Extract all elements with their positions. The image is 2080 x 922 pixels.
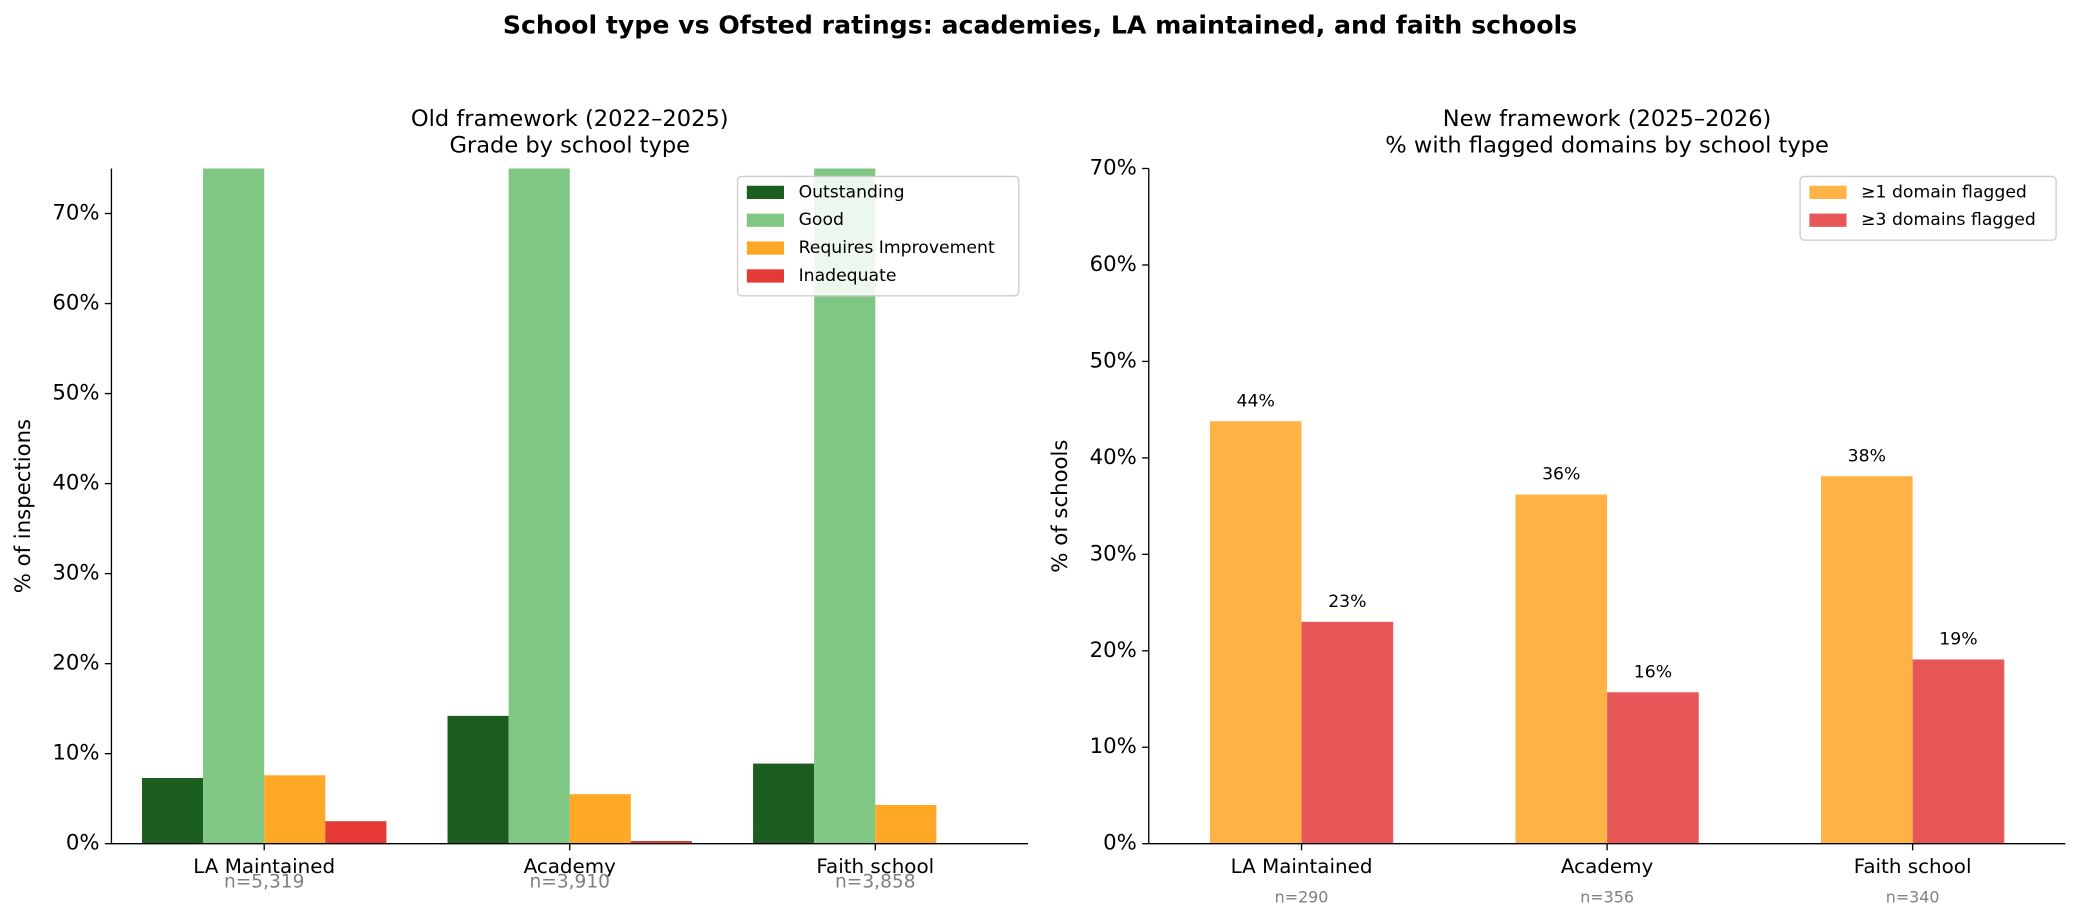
bars xyxy=(141,168,937,844)
sample-size: n=3,858 xyxy=(835,872,915,893)
y-axis-label: % of schools xyxy=(1048,440,1073,573)
bar xyxy=(1515,494,1608,844)
y-tick-label: 30% xyxy=(52,561,99,586)
legend-box xyxy=(736,175,1020,297)
y-tick-label: 0% xyxy=(66,831,100,856)
legend-swatch xyxy=(746,185,784,200)
bar xyxy=(569,794,631,844)
bar xyxy=(1301,621,1394,844)
value-label: 38% xyxy=(1848,446,1886,466)
value-label: 19% xyxy=(1939,630,1977,650)
x-tick-label: LA Maintained xyxy=(1231,855,1373,878)
x-tick-label: Faith school xyxy=(816,855,934,878)
y-axis-label: % of inspections xyxy=(11,419,36,593)
sample-size: n=5,319 xyxy=(224,872,304,893)
bar xyxy=(1912,659,2005,844)
y-tick-label: 10% xyxy=(1090,734,1137,759)
bar xyxy=(141,777,204,844)
bar xyxy=(875,804,937,844)
y-tick-label: 60% xyxy=(52,291,99,316)
x-tick-label: Faith school xyxy=(1854,855,1972,878)
chart-subtitle: Grade by school type xyxy=(449,132,690,158)
x-tick-label: Academy xyxy=(524,855,617,878)
bar xyxy=(203,168,265,844)
bar xyxy=(1209,421,1302,844)
sample-size: n=3,910 xyxy=(530,872,610,893)
bars xyxy=(1209,421,2005,844)
legend-label: Inadequate xyxy=(799,266,897,286)
legend-label: Requires Improvement xyxy=(799,238,995,258)
bar xyxy=(264,775,326,844)
value-label: 44% xyxy=(1237,391,1275,411)
sample-size: n=356 xyxy=(1580,888,1634,907)
figure-title: School type vs Ofsted ratings: academies… xyxy=(503,11,1577,40)
legend-swatch xyxy=(746,213,784,227)
y-tick-label: 70% xyxy=(52,201,99,226)
y-tick-label: 40% xyxy=(1090,445,1137,470)
y-tick-label: 60% xyxy=(1090,252,1137,277)
legend-label: ≥1 domain flagged xyxy=(1861,182,2027,202)
legend-label: Outstanding xyxy=(799,182,905,202)
y-tick-label: 50% xyxy=(52,381,99,406)
y-tick-label: 50% xyxy=(1090,348,1137,373)
value-label: 36% xyxy=(1542,465,1580,485)
chart-title: Old framework (2022–2025) xyxy=(411,106,729,132)
y-tick-label: 30% xyxy=(1090,541,1137,566)
legend-swatch xyxy=(746,269,784,283)
bar xyxy=(1607,692,1699,844)
value-label: 23% xyxy=(1328,592,1366,612)
bar xyxy=(325,821,387,844)
y-tick-label: 40% xyxy=(52,471,99,496)
sample-size: n=340 xyxy=(1886,888,1940,907)
legend-label: ≥3 domains flagged xyxy=(1861,210,2036,230)
legend-swatch xyxy=(746,241,784,255)
legend-swatch xyxy=(1809,185,1847,200)
y-tick-label: 20% xyxy=(52,651,99,676)
legend-box xyxy=(1799,175,2057,241)
bar xyxy=(447,715,509,844)
y-tick-label: 0% xyxy=(1103,831,1137,856)
legend-label: Good xyxy=(799,210,844,230)
sample-size: n=290 xyxy=(1275,888,1329,907)
legend-swatch xyxy=(1809,213,1847,227)
x-tick-label: LA Maintained xyxy=(193,855,335,878)
bar xyxy=(630,841,692,844)
chart-subtitle: % with flagged domains by school type xyxy=(1385,132,1829,158)
value-label: 16% xyxy=(1634,662,1672,682)
y-tick-label: 20% xyxy=(1090,638,1137,663)
bar xyxy=(1820,476,1913,844)
x-tick-label: Academy xyxy=(1561,855,1654,878)
bar xyxy=(508,168,570,844)
y-tick-label: 70% xyxy=(1090,155,1137,180)
bar xyxy=(753,763,815,844)
chart-title: New framework (2025–2026) xyxy=(1443,106,1772,132)
y-tick-label: 10% xyxy=(52,741,99,766)
